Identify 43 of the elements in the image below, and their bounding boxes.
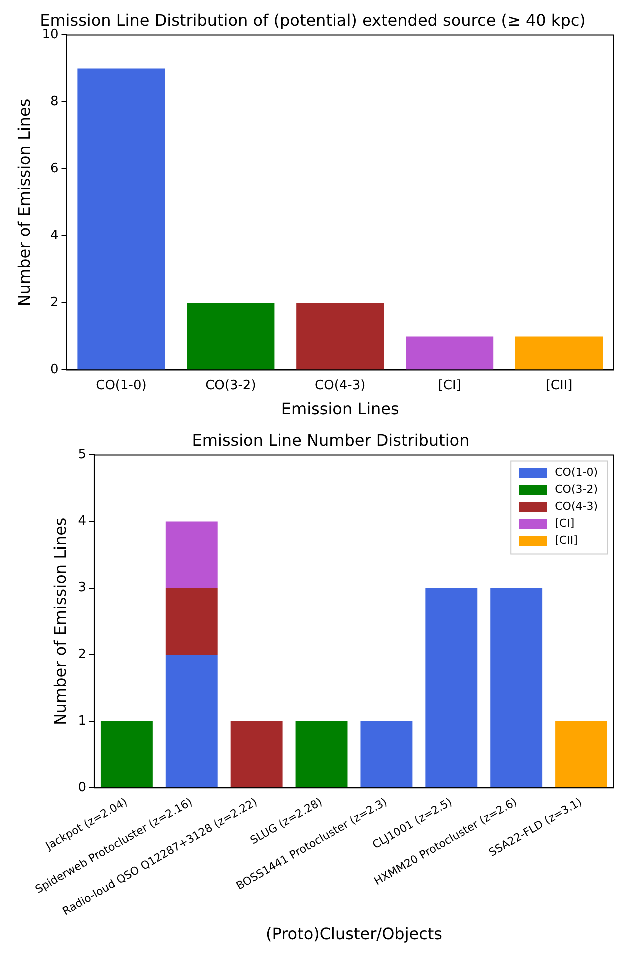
- bar: [100, 722, 153, 788]
- bar: [296, 303, 384, 370]
- x-tick-label: CO(1-0): [96, 378, 147, 394]
- y-tick-label: 0: [78, 780, 86, 796]
- bar: [166, 654, 218, 788]
- y-tick-label: 4: [78, 514, 86, 530]
- x-tick-label: CO(3-2): [206, 378, 256, 394]
- y-tick-label: 10: [42, 28, 59, 43]
- y-tick-label: 8: [50, 94, 59, 110]
- y-tick-label: 3: [78, 580, 86, 596]
- bar: [230, 722, 283, 788]
- x-tick-label: [CI]: [438, 378, 462, 394]
- y-tick-label: 2: [50, 296, 59, 311]
- bar: [166, 588, 218, 655]
- bar: [296, 722, 348, 788]
- y-tick-label: 4: [50, 228, 59, 244]
- bar: [490, 588, 543, 788]
- legend-label: CO(4-3): [555, 500, 598, 514]
- bar: [426, 588, 478, 788]
- x-tick-label: [CII]: [546, 378, 573, 394]
- y-axis-title: Number of Emission Lines: [14, 98, 34, 307]
- bar: [166, 522, 218, 588]
- y-axis-title: Number of Emission Lines: [50, 518, 70, 726]
- bar: [360, 722, 413, 788]
- legend-label: [CI]: [555, 517, 575, 530]
- x-tick-label: CO(4-3): [315, 378, 366, 394]
- y-tick-label: 1: [78, 714, 86, 729]
- y-tick-label: 5: [78, 448, 86, 463]
- bar: [187, 303, 275, 370]
- chart-title: Emission Line Number Distribution: [192, 430, 470, 450]
- chart-title: Emission Line Distribution of (potential) extended source (≥ 40 kpc): [40, 10, 586, 30]
- bar: [406, 336, 494, 370]
- y-tick-label: 0: [50, 362, 59, 378]
- y-tick-label: 6: [50, 162, 59, 177]
- y-tick-label: 2: [78, 647, 86, 662]
- legend-label: [CII]: [555, 534, 578, 548]
- legend-label: CO(3-2): [555, 483, 598, 496]
- x-axis-title: (Proto)Cluster/Objects: [266, 924, 443, 944]
- bar: [556, 722, 608, 788]
- bar: [78, 68, 166, 370]
- x-axis-title: Emission Lines: [281, 400, 400, 419]
- bar: [515, 336, 604, 370]
- legend-label: CO(1-0): [555, 466, 598, 480]
